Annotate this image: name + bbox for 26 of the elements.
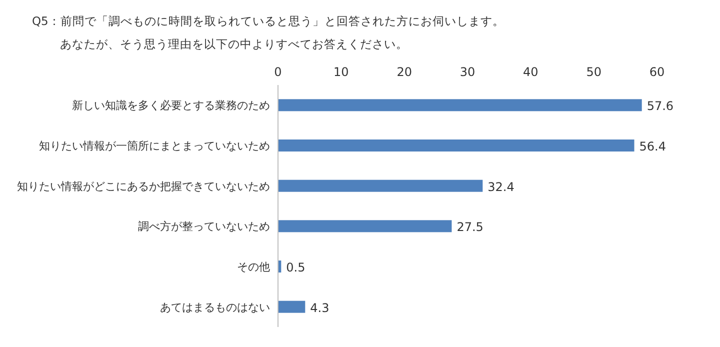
- y-tick-label: その他: [237, 260, 270, 274]
- x-tick-label: 30: [460, 65, 476, 79]
- x-tick-label: 10: [334, 65, 349, 79]
- x-tick-label: 50: [586, 65, 602, 79]
- y-tick-label: 知りたい情報が一箇所にまとまっていないため: [39, 140, 270, 152]
- bar: [278, 140, 634, 152]
- y-tick-label: あてはまるものはない: [160, 300, 270, 314]
- y-tick-label: 新しい知識を多く必要とする業務のため: [72, 99, 270, 112]
- bar: [278, 99, 642, 112]
- data-label: 56.4: [639, 140, 666, 154]
- data-label: 0.5: [286, 260, 306, 274]
- data-label: 4.3: [310, 300, 330, 315]
- y-tick-label: 知りたい情報がどこにあるか把握できていないため: [17, 180, 270, 193]
- bar: [278, 220, 452, 232]
- x-tick-label: 60: [649, 65, 665, 79]
- x-tick-label: 40: [523, 65, 538, 79]
- data-label: 27.5: [456, 220, 484, 234]
- x-tick-label: 20: [396, 65, 412, 79]
- data-label: 57.6: [646, 99, 674, 114]
- x-tick-label: 0: [274, 65, 282, 79]
- bar: [278, 180, 483, 192]
- data-label: 32.4: [488, 180, 514, 194]
- y-tick-label: 調べ方が整っていないため: [138, 220, 270, 234]
- bar: [278, 300, 306, 313]
- chart-subtitle: あなたが、そう思う理由を以下の中よりすべてお答えください。: [60, 37, 408, 51]
- chart-title: Q5：前問で「調べものに時間を取られていると思う」と回答された方にお伺いします。: [32, 14, 504, 28]
